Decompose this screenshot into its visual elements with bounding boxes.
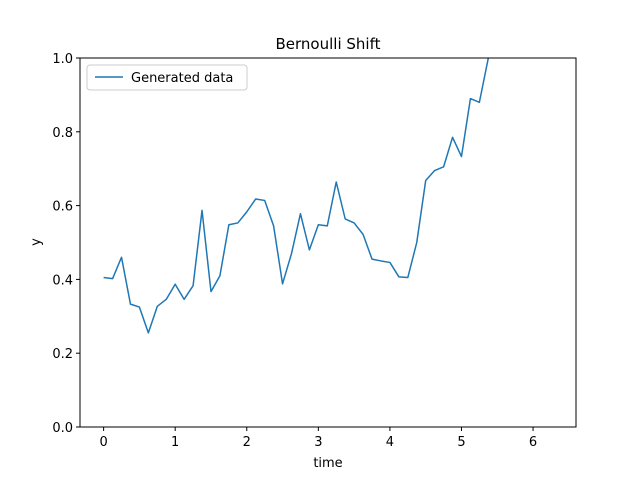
x-axis-label: time [313, 456, 342, 471]
y-tick-label: 0.4 [52, 273, 73, 288]
x-tick-label: 0 [99, 435, 107, 450]
y-tick-label: 0.8 [52, 126, 73, 141]
legend-box [86, 64, 248, 91]
series-line [103, 58, 490, 334]
x-tick-label: 4 [386, 435, 394, 450]
y-tick-label: 1.0 [52, 52, 73, 67]
x-tick-label: 2 [243, 435, 251, 450]
y-tick-label: 0.0 [52, 421, 73, 436]
legend: Generated data [86, 64, 248, 91]
x-tick-label: 5 [457, 435, 465, 450]
plot-frame [79, 57, 577, 428]
axis-ticks: 0 1 2 3 4 5 6 0.0 0.2 0.4 0.6 0.8 1.0 [52, 52, 537, 450]
series-layer [103, 58, 490, 334]
y-tick-label: 0.2 [52, 347, 73, 362]
y-axis-label: y [29, 238, 44, 246]
x-tick-label: 6 [529, 435, 537, 450]
x-tick-label: 1 [171, 435, 179, 450]
y-tick-label: 0.6 [52, 200, 73, 215]
legend-series-label: Generated data [131, 71, 233, 86]
x-tick-label: 3 [314, 435, 322, 450]
chart-title: Bernoulli Shift [276, 35, 381, 53]
